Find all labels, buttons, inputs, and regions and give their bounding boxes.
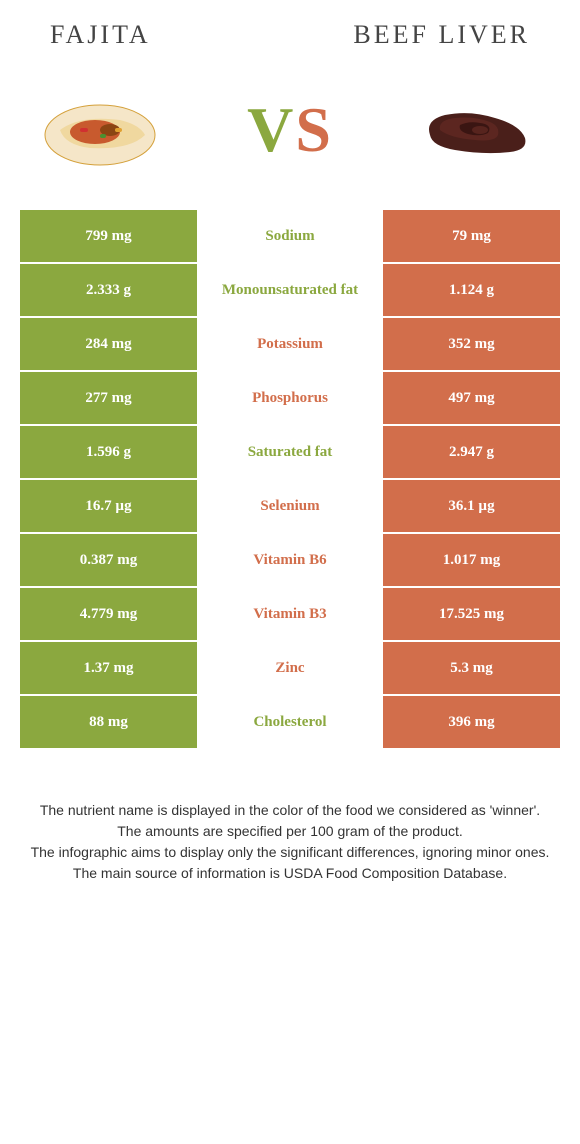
infographic-container: FAJITA BEEF LIVER VS bbox=[0, 0, 580, 1144]
nutrient-table: 799 mgSodium79 mg2.333 gMonounsaturated … bbox=[20, 210, 560, 750]
value-right: 1.017 mg bbox=[383, 534, 560, 588]
value-left: 0.387 mg bbox=[20, 534, 197, 588]
nutrient-label: Cholesterol bbox=[197, 696, 383, 750]
table-row: 0.387 mgVitamin B61.017 mg bbox=[20, 534, 560, 588]
food-title-right: BEEF LIVER bbox=[353, 20, 530, 50]
table-row: 2.333 gMonounsaturated fat1.124 g bbox=[20, 264, 560, 318]
nutrient-label: Vitamin B6 bbox=[197, 534, 383, 588]
value-left: 1.37 mg bbox=[20, 642, 197, 696]
value-right: 79 mg bbox=[383, 210, 560, 264]
footer-line: The nutrient name is displayed in the co… bbox=[30, 800, 550, 821]
value-left: 2.333 g bbox=[20, 264, 197, 318]
footer-line: The infographic aims to display only the… bbox=[30, 842, 550, 863]
value-left: 284 mg bbox=[20, 318, 197, 372]
nutrient-label: Zinc bbox=[197, 642, 383, 696]
value-right: 5.3 mg bbox=[383, 642, 560, 696]
value-left: 16.7 µg bbox=[20, 480, 197, 534]
table-row: 799 mgSodium79 mg bbox=[20, 210, 560, 264]
table-row: 1.596 gSaturated fat2.947 g bbox=[20, 426, 560, 480]
nutrient-label: Phosphorus bbox=[197, 372, 383, 426]
fajita-icon bbox=[30, 80, 180, 180]
nutrient-label: Vitamin B3 bbox=[197, 588, 383, 642]
food-image-right bbox=[400, 80, 550, 180]
value-left: 1.596 g bbox=[20, 426, 197, 480]
footer-line: The main source of information is USDA F… bbox=[30, 863, 550, 884]
table-row: 1.37 mgZinc5.3 mg bbox=[20, 642, 560, 696]
table-row: 277 mgPhosphorus497 mg bbox=[20, 372, 560, 426]
value-right: 36.1 µg bbox=[383, 480, 560, 534]
vs-label: VS bbox=[247, 93, 333, 167]
vs-s: S bbox=[295, 94, 333, 165]
vs-row: VS bbox=[0, 60, 580, 210]
food-title-left: FAJITA bbox=[50, 20, 151, 50]
footer-notes: The nutrient name is displayed in the co… bbox=[0, 750, 580, 904]
value-right: 17.525 mg bbox=[383, 588, 560, 642]
table-row: 4.779 mgVitamin B317.525 mg bbox=[20, 588, 560, 642]
value-right: 2.947 g bbox=[383, 426, 560, 480]
table-row: 284 mgPotassium352 mg bbox=[20, 318, 560, 372]
value-left: 799 mg bbox=[20, 210, 197, 264]
nutrient-label: Selenium bbox=[197, 480, 383, 534]
nutrient-label: Potassium bbox=[197, 318, 383, 372]
nutrient-label: Saturated fat bbox=[197, 426, 383, 480]
table-row: 16.7 µgSelenium36.1 µg bbox=[20, 480, 560, 534]
footer-line: The amounts are specified per 100 gram o… bbox=[30, 821, 550, 842]
value-right: 352 mg bbox=[383, 318, 560, 372]
nutrient-label: Sodium bbox=[197, 210, 383, 264]
value-right: 396 mg bbox=[383, 696, 560, 750]
value-right: 497 mg bbox=[383, 372, 560, 426]
value-left: 4.779 mg bbox=[20, 588, 197, 642]
food-image-left bbox=[30, 80, 180, 180]
value-left: 277 mg bbox=[20, 372, 197, 426]
table-row: 88 mgCholesterol396 mg bbox=[20, 696, 560, 750]
vs-v: V bbox=[247, 94, 295, 165]
nutrient-label: Monounsaturated fat bbox=[197, 264, 383, 318]
liver-icon bbox=[400, 80, 550, 180]
value-left: 88 mg bbox=[20, 696, 197, 750]
title-row: FAJITA BEEF LIVER bbox=[0, 0, 580, 60]
value-right: 1.124 g bbox=[383, 264, 560, 318]
